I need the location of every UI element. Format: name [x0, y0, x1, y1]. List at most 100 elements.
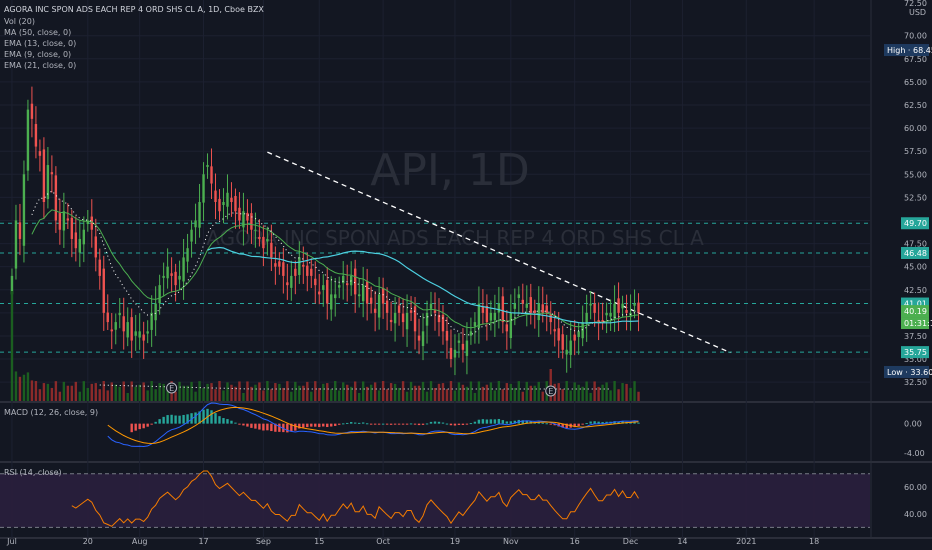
candle-body — [381, 288, 385, 304]
candle-body — [334, 294, 337, 299]
candle-body — [22, 174, 26, 246]
volume-bar — [489, 382, 493, 401]
candle-body — [138, 331, 141, 338]
volume-bar — [130, 381, 133, 401]
macd-histogram-bar — [601, 422, 604, 424]
volume-bar — [533, 385, 536, 401]
candles — [10, 86, 640, 376]
price-tag-box — [901, 305, 929, 318]
time-axis-label: 20 — [83, 537, 93, 546]
candle-body — [222, 202, 225, 205]
macd-histogram-bar — [182, 414, 185, 424]
volume-bar — [214, 389, 217, 401]
macd-histogram-bar — [437, 421, 441, 424]
volume-bars — [10, 291, 640, 401]
candle-body — [254, 229, 257, 231]
candle-body — [369, 297, 373, 304]
candle-body — [278, 261, 281, 267]
candle-body — [338, 285, 341, 288]
candle-body — [250, 213, 253, 230]
volume-bar — [561, 389, 564, 401]
candle-body — [74, 232, 78, 249]
macd-histogram-bar — [298, 423, 301, 429]
macd-histogram-bar — [373, 423, 377, 425]
candle-body — [365, 281, 369, 304]
candle-body — [409, 310, 413, 313]
earnings-marker-label: E — [169, 384, 174, 393]
macd-histogram-bar — [186, 414, 189, 424]
candle-body — [14, 220, 18, 269]
volume-bar — [445, 389, 449, 401]
volume-bar — [22, 374, 26, 401]
macd-histogram-bar — [409, 423, 413, 425]
candle-body — [218, 198, 221, 212]
macd-histogram-bar — [238, 423, 241, 425]
macd-axis-tick: -4.00 — [904, 449, 925, 458]
candle-body — [441, 314, 445, 332]
macd-histogram-bar — [230, 420, 233, 424]
volume-bar — [617, 389, 620, 401]
volume-bar — [254, 384, 257, 401]
candle-body — [617, 298, 620, 313]
volume-bar — [114, 384, 117, 401]
macd-histogram-bar — [629, 422, 632, 424]
volume-bar — [601, 384, 604, 401]
volume-bar — [481, 386, 485, 401]
volume-bar — [306, 381, 309, 401]
candle-body — [94, 236, 97, 258]
volume-bar — [346, 384, 349, 401]
candle-body — [505, 324, 509, 332]
price-tag-label: 01:31:15 — [904, 319, 932, 328]
volume-bar — [437, 383, 441, 401]
candle-body — [633, 303, 636, 306]
symbol-header: AGORA INC SPON ADS EACH REP 4 ORD SHS CL… — [4, 5, 264, 14]
candle-body — [178, 275, 181, 280]
macd-histogram-bar — [549, 423, 552, 425]
volume-bar — [134, 386, 137, 401]
candle-body — [322, 285, 325, 290]
volume-bar — [202, 387, 205, 401]
volume-bar — [609, 390, 612, 401]
volume-bar — [106, 390, 109, 401]
volume-bar — [186, 385, 189, 401]
candle-body — [493, 312, 497, 321]
macd-histogram-bar — [146, 423, 149, 427]
macd-histogram-bar — [242, 423, 245, 426]
candle-body — [118, 312, 121, 316]
candle-body — [182, 257, 185, 282]
macd-histogram-bar — [597, 421, 600, 424]
volume-bar — [549, 369, 552, 401]
volume-bar — [349, 386, 353, 401]
macd-histogram-bar — [214, 413, 217, 424]
price-axis-tick: 67.50 — [904, 55, 927, 64]
candle-body — [326, 279, 329, 304]
macd-histogram-bar — [501, 420, 505, 424]
candle-body — [158, 285, 161, 304]
trendline — [267, 151, 731, 354]
candle-body — [557, 328, 560, 341]
volume-bar — [126, 392, 129, 401]
volume-bar — [393, 383, 397, 401]
volume-bar — [525, 381, 528, 401]
macd-histogram-bar — [585, 423, 588, 425]
price-axis-currency: USD — [909, 8, 926, 17]
candle-body — [242, 211, 245, 228]
candle-body — [78, 238, 82, 253]
price-tag-label: 35.75 — [904, 348, 927, 357]
ma50-line — [207, 246, 639, 324]
candle-body — [361, 285, 365, 302]
macd-histogram-bar — [381, 423, 385, 425]
candle-body — [318, 291, 321, 295]
volume-bar — [10, 291, 14, 401]
price-axis-tick: 47.50 — [904, 240, 927, 249]
candle-body — [437, 315, 441, 323]
volume-bar — [429, 381, 433, 401]
volume-bar — [357, 392, 361, 401]
candle-body — [589, 303, 592, 306]
candle-body — [541, 304, 544, 313]
indicator-label: EMA (9, close, 0) — [4, 50, 71, 59]
volume-bar — [453, 390, 457, 401]
price-tag-box — [901, 217, 929, 230]
volume-bar — [294, 381, 297, 401]
candle-body — [206, 165, 209, 167]
